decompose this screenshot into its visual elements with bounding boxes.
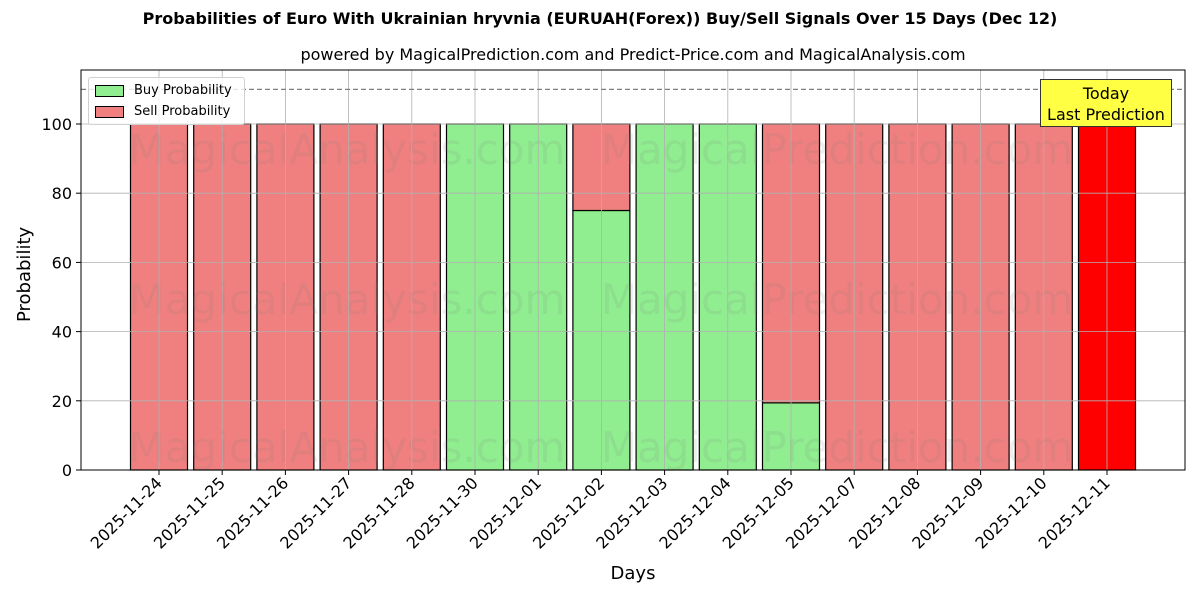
legend-label-buy: Buy Probability — [134, 83, 232, 98]
axes-frame — [80, 69, 1186, 471]
y-axis-label: Probability — [14, 226, 35, 322]
watermark-text: MagicalAnalysis.com — [129, 275, 566, 324]
watermark-text: MagicalPrediction.com — [601, 275, 1074, 324]
watermark-text: MagicalPrediction.com — [601, 423, 1074, 472]
x-axis-label: Days — [610, 563, 656, 584]
annotation-line-1: Today — [1082, 84, 1130, 103]
chart-title: Probabilities of Euro With Ukrainian hry… — [142, 9, 1058, 28]
watermark-text: MagicalAnalysis.com — [129, 125, 566, 174]
chart-subtitle: powered by MagicalPrediction.com and Pre… — [300, 45, 966, 64]
chart-legend: Buy Probability Sell Probability — [88, 77, 245, 125]
annotation-line-2: Last Prediction — [1047, 105, 1165, 124]
sell-swatch-icon — [95, 105, 124, 118]
y-tick-label: 20 — [52, 392, 72, 411]
y-tick-label: 80 — [52, 184, 72, 203]
buy-swatch-icon — [95, 84, 124, 97]
y-tick-label: 100 — [41, 115, 72, 134]
today-annotation: Today Last Prediction — [1040, 79, 1172, 127]
legend-item-sell: Sell Probability — [95, 104, 230, 119]
y-tick-label: 60 — [52, 253, 72, 272]
y-tick-label: 0 — [62, 461, 72, 480]
legend-item-buy: Buy Probability — [95, 83, 232, 98]
watermark-text: MagicalAnalysis.com — [129, 423, 566, 472]
watermark-text: MagicalPrediction.com — [601, 125, 1074, 174]
y-tick-label: 40 — [52, 323, 72, 342]
legend-label-sell: Sell Probability — [134, 104, 231, 119]
